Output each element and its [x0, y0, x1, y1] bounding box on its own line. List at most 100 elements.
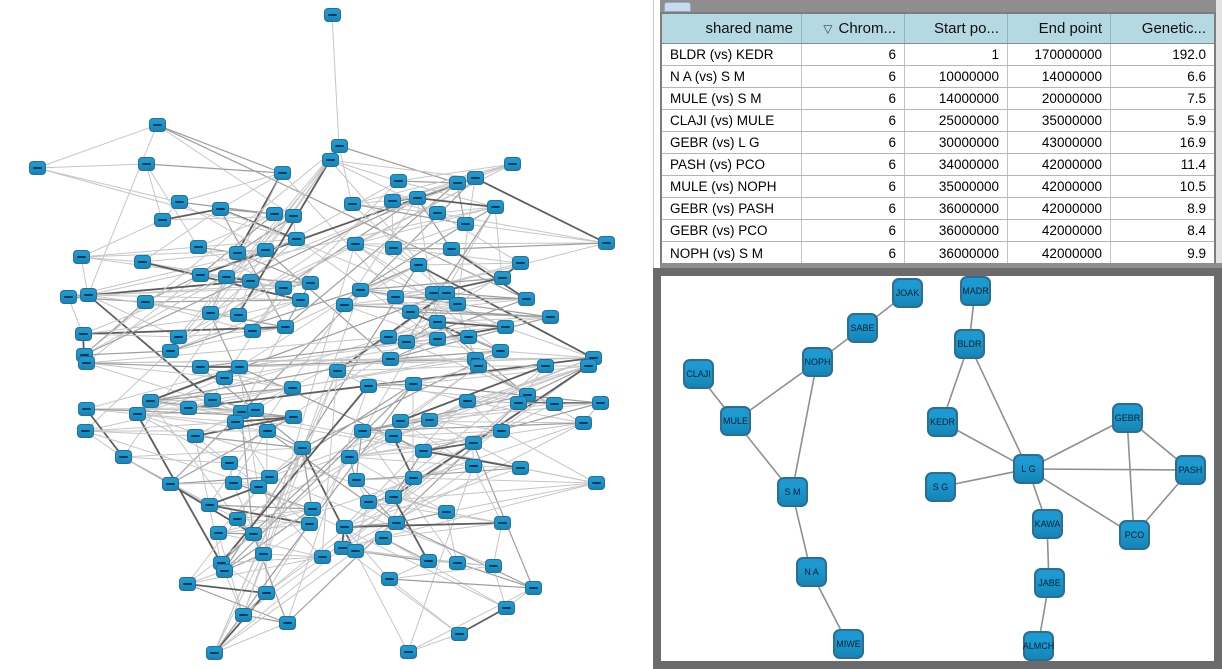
graph-node[interactable]: [381, 572, 398, 586]
graph-node[interactable]: [142, 394, 159, 408]
panel-tab-remnant[interactable]: [664, 2, 691, 12]
graph-node-sm[interactable]: S M: [777, 477, 808, 507]
graph-node[interactable]: [504, 157, 521, 171]
graph-node[interactable]: [80, 288, 97, 302]
graph-node[interactable]: [380, 330, 397, 344]
graph-node[interactable]: [348, 473, 365, 487]
graph-node[interactable]: [329, 364, 346, 378]
graph-node[interactable]: [235, 608, 252, 622]
graph-node[interactable]: [324, 8, 341, 22]
table-cell[interactable]: 6: [802, 220, 905, 241]
graph-node[interactable]: [494, 516, 511, 530]
graph-node[interactable]: [336, 520, 353, 534]
graph-node[interactable]: [322, 153, 339, 167]
graph-node[interactable]: [470, 359, 487, 373]
graph-node[interactable]: [77, 424, 94, 438]
table-row[interactable]: GEBR (vs) PASH 6 36000000 42000000 8.9: [662, 198, 1214, 220]
table-cell[interactable]: 5.9: [1187, 113, 1206, 128]
table-cell[interactable]: 14000000: [905, 88, 1008, 109]
graph-node[interactable]: [134, 255, 151, 269]
table-row[interactable]: MULE (vs) NOPH 6 35000000 42000000 10.5: [662, 176, 1214, 198]
graph-node[interactable]: [360, 379, 377, 393]
graph-node[interactable]: [384, 194, 401, 208]
graph-node[interactable]: [314, 550, 331, 564]
graph-node[interactable]: [497, 320, 514, 334]
graph-node[interactable]: [410, 258, 427, 272]
column-header-end-point[interactable]: End point: [1008, 14, 1111, 43]
column-header-chromosome[interactable]: ▽ Chrom...: [802, 14, 905, 43]
column-header-shared-name[interactable]: shared name: [662, 14, 802, 43]
graph-node[interactable]: [301, 517, 318, 531]
graph-node[interactable]: [78, 356, 95, 370]
graph-node[interactable]: [415, 444, 432, 458]
graph-node[interactable]: [438, 286, 455, 300]
table-cell[interactable]: 6: [802, 242, 905, 264]
graph-node[interactable]: [398, 335, 415, 349]
graph-node[interactable]: [210, 526, 227, 540]
table-cell[interactable]: 6: [802, 88, 905, 109]
graph-node[interactable]: [180, 401, 197, 415]
table-row[interactable]: CLAJI (vs) MULE 6 25000000 35000000 5.9: [662, 110, 1214, 132]
graph-node[interactable]: [171, 195, 188, 209]
graph-node[interactable]: [292, 293, 309, 307]
graph-node-almch[interactable]: ALMCH: [1023, 631, 1054, 661]
graph-node-na[interactable]: N A: [796, 557, 827, 587]
graph-node-sg[interactable]: S G: [925, 472, 956, 502]
table-cell[interactable]: 30000000: [905, 132, 1008, 153]
graph-node[interactable]: [227, 415, 244, 429]
graph-node[interactable]: [449, 556, 466, 570]
graph-node[interactable]: [429, 315, 446, 329]
graph-node[interactable]: [73, 250, 90, 264]
graph-node[interactable]: [400, 645, 417, 659]
graph-node[interactable]: [170, 330, 187, 344]
table-cell[interactable]: GEBR (vs) PASH: [662, 198, 802, 219]
graph-node[interactable]: [231, 360, 248, 374]
graph-node[interactable]: [137, 295, 154, 309]
graph-node[interactable]: [162, 477, 179, 491]
graph-node-miwe[interactable]: MIWE: [833, 629, 864, 659]
table-cell[interactable]: NOPH (vs) S M: [662, 242, 802, 264]
table-cell[interactable]: 6: [802, 154, 905, 175]
table-cell[interactable]: 6: [802, 44, 905, 65]
graph-node[interactable]: [202, 306, 219, 320]
graph-node[interactable]: [336, 298, 353, 312]
table-cell[interactable]: 20000000: [1008, 88, 1111, 109]
table-row[interactable]: BLDR (vs) KEDR 6 1 170000000 192.0: [662, 44, 1214, 66]
graph-node[interactable]: [405, 471, 422, 485]
graph-node[interactable]: [493, 424, 510, 438]
graph-node[interactable]: [331, 139, 348, 153]
graph-node[interactable]: [284, 381, 301, 395]
graph-node[interactable]: [487, 200, 504, 214]
table-cell[interactable]: 43000000: [1008, 132, 1111, 153]
graph-node[interactable]: [192, 360, 209, 374]
table-cell[interactable]: 7.5: [1187, 91, 1206, 106]
graph-node[interactable]: [360, 495, 377, 509]
graph-node[interactable]: [229, 246, 246, 260]
graph-node[interactable]: [149, 118, 166, 132]
table-cell[interactable]: MULE (vs) S M: [662, 88, 802, 109]
table-row[interactable]: N A (vs) S M 6 10000000 14000000 6.6: [662, 66, 1214, 88]
sub-network-panel[interactable]: JOAK MADR SABE BLDR NOPH CLAJI MULE KEDR GEBR L G…: [653, 268, 1222, 669]
graph-node[interactable]: [542, 310, 559, 324]
table-cell[interactable]: 6: [802, 176, 905, 197]
table-cell[interactable]: 170000000: [1008, 44, 1111, 65]
graph-node[interactable]: [392, 414, 409, 428]
graph-node[interactable]: [385, 490, 402, 504]
sub-network-canvas[interactable]: JOAK MADR SABE BLDR NOPH CLAJI MULE KEDR GEBR L G…: [661, 276, 1214, 661]
table-cell[interactable]: 35000000: [1008, 110, 1111, 131]
graph-node[interactable]: [467, 171, 484, 185]
graph-node[interactable]: [518, 292, 535, 306]
table-cell[interactable]: 8.4: [1187, 223, 1206, 238]
graph-node[interactable]: [216, 564, 233, 578]
graph-node[interactable]: [190, 240, 207, 254]
graph-node[interactable]: [525, 581, 542, 595]
graph-node[interactable]: [229, 512, 246, 526]
graph-node-sabe[interactable]: SABE: [847, 313, 878, 343]
graph-node[interactable]: [429, 206, 446, 220]
graph-node[interactable]: [212, 202, 229, 216]
graph-node[interactable]: [449, 297, 466, 311]
table-cell[interactable]: 10.5: [1179, 179, 1206, 194]
graph-node[interactable]: [592, 396, 609, 410]
graph-node[interactable]: [375, 531, 392, 545]
table-row[interactable]: MULE (vs) S M 6 14000000 20000000 7.5: [662, 88, 1214, 110]
